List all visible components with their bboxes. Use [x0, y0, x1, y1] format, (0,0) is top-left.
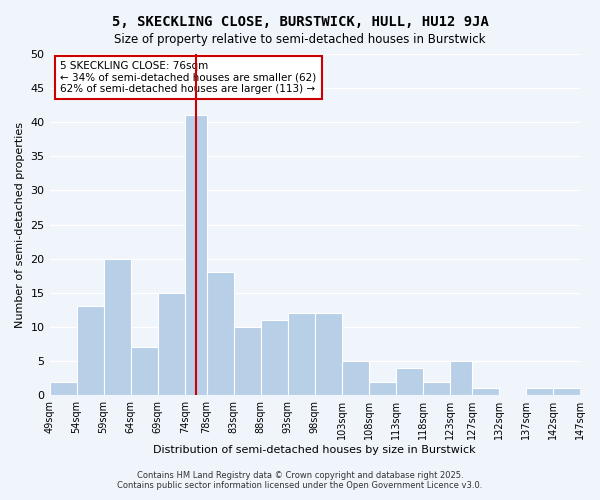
- Bar: [260, 320, 288, 395]
- Bar: [131, 348, 158, 395]
- Text: Size of property relative to semi-detached houses in Burstwick: Size of property relative to semi-detach…: [114, 32, 486, 46]
- Bar: [472, 388, 499, 395]
- Bar: [526, 388, 553, 395]
- Bar: [342, 361, 369, 395]
- Bar: [77, 306, 104, 395]
- Y-axis label: Number of semi-detached properties: Number of semi-detached properties: [15, 122, 25, 328]
- Bar: [315, 314, 342, 395]
- X-axis label: Distribution of semi-detached houses by size in Burstwick: Distribution of semi-detached houses by …: [154, 445, 476, 455]
- Bar: [185, 116, 206, 395]
- Bar: [158, 293, 185, 395]
- Text: 5 SKECKLING CLOSE: 76sqm
← 34% of semi-detached houses are smaller (62)
62% of s: 5 SKECKLING CLOSE: 76sqm ← 34% of semi-d…: [60, 61, 316, 94]
- Bar: [233, 327, 260, 395]
- Bar: [423, 382, 450, 395]
- Bar: [369, 382, 396, 395]
- Text: Contains HM Land Registry data © Crown copyright and database right 2025.
Contai: Contains HM Land Registry data © Crown c…: [118, 470, 482, 490]
- Bar: [288, 314, 315, 395]
- Bar: [553, 388, 580, 395]
- Bar: [450, 361, 472, 395]
- Text: 5, SKECKLING CLOSE, BURSTWICK, HULL, HU12 9JA: 5, SKECKLING CLOSE, BURSTWICK, HULL, HU1…: [112, 15, 488, 29]
- Bar: [206, 272, 233, 395]
- Bar: [104, 258, 131, 395]
- Bar: [396, 368, 423, 395]
- Bar: [50, 382, 77, 395]
